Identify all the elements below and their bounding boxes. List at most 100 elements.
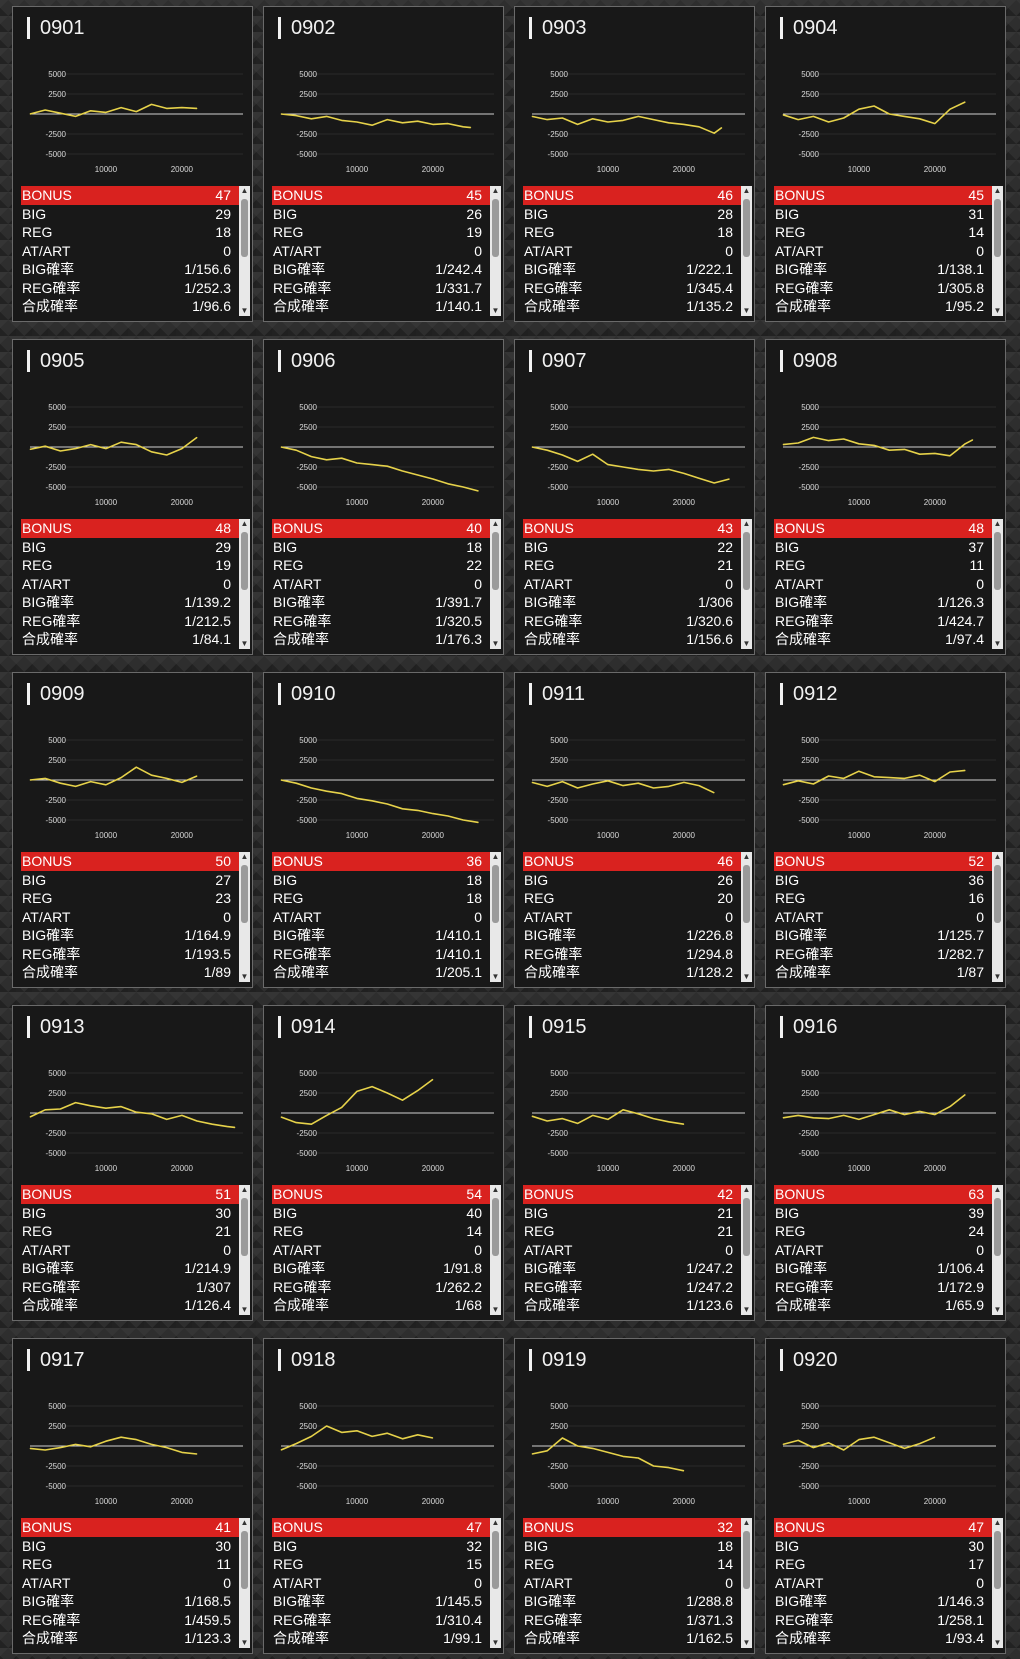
stats-scrollbar[interactable]: ▲ ▼ xyxy=(490,186,501,316)
scroll-down-icon[interactable]: ▼ xyxy=(240,1305,249,1314)
scroll-thumb[interactable] xyxy=(743,532,750,590)
stats-scrollbar[interactable]: ▲ ▼ xyxy=(741,852,752,982)
machine-card-0913[interactable]: 0913 5000 2500 -2500 -5000 10000 20000 BONUS … xyxy=(12,1005,253,1321)
machine-number[interactable]: 0910 xyxy=(278,683,336,705)
scroll-up-icon[interactable]: ▲ xyxy=(742,1518,751,1527)
machine-number[interactable]: 0908 xyxy=(780,350,838,372)
machine-card-0918[interactable]: 0918 5000 2500 -2500 -5000 10000 20000 BONUS … xyxy=(263,1338,504,1654)
scroll-thumb[interactable] xyxy=(994,1198,1001,1256)
stats-scrollbar[interactable]: ▲ ▼ xyxy=(490,852,501,982)
machine-number[interactable]: 0902 xyxy=(278,17,336,39)
scroll-up-icon[interactable]: ▲ xyxy=(993,852,1002,861)
scroll-down-icon[interactable]: ▼ xyxy=(240,972,249,981)
scroll-thumb[interactable] xyxy=(492,865,499,923)
machine-card-0911[interactable]: 0911 5000 2500 -2500 -5000 10000 20000 BONUS … xyxy=(514,672,755,988)
machine-number[interactable]: 0920 xyxy=(780,1349,838,1371)
stats-scrollbar[interactable]: ▲ ▼ xyxy=(239,852,250,982)
scroll-thumb[interactable] xyxy=(241,1531,248,1589)
scroll-thumb[interactable] xyxy=(492,1198,499,1256)
scroll-down-icon[interactable]: ▼ xyxy=(491,972,500,981)
scroll-down-icon[interactable]: ▼ xyxy=(993,639,1002,648)
scroll-up-icon[interactable]: ▲ xyxy=(993,1185,1002,1194)
machine-card-0903[interactable]: 0903 5000 2500 -2500 -5000 10000 20000 BONUS … xyxy=(514,6,755,322)
stats-scrollbar[interactable]: ▲ ▼ xyxy=(490,519,501,649)
stats-scrollbar[interactable]: ▲ ▼ xyxy=(992,1518,1003,1648)
scroll-up-icon[interactable]: ▲ xyxy=(240,186,249,195)
machine-number[interactable]: 0914 xyxy=(278,1016,336,1038)
machine-number[interactable]: 0905 xyxy=(27,350,85,372)
scroll-down-icon[interactable]: ▼ xyxy=(240,1638,249,1647)
scroll-thumb[interactable] xyxy=(241,865,248,923)
scroll-down-icon[interactable]: ▼ xyxy=(993,1305,1002,1314)
scroll-down-icon[interactable]: ▼ xyxy=(742,306,751,315)
scroll-thumb[interactable] xyxy=(743,199,750,257)
scroll-thumb[interactable] xyxy=(994,1531,1001,1589)
machine-card-0909[interactable]: 0909 5000 2500 -2500 -5000 10000 20000 BONUS … xyxy=(12,672,253,988)
scroll-up-icon[interactable]: ▲ xyxy=(993,186,1002,195)
stats-scrollbar[interactable]: ▲ ▼ xyxy=(992,519,1003,649)
stats-scrollbar[interactable]: ▲ ▼ xyxy=(490,1518,501,1648)
scroll-down-icon[interactable]: ▼ xyxy=(491,639,500,648)
scroll-down-icon[interactable]: ▼ xyxy=(491,306,500,315)
scroll-up-icon[interactable]: ▲ xyxy=(491,186,500,195)
scroll-thumb[interactable] xyxy=(492,532,499,590)
stats-scrollbar[interactable]: ▲ ▼ xyxy=(741,186,752,316)
machine-card-0915[interactable]: 0915 5000 2500 -2500 -5000 10000 20000 BONUS … xyxy=(514,1005,755,1321)
scroll-down-icon[interactable]: ▼ xyxy=(742,1305,751,1314)
scroll-thumb[interactable] xyxy=(743,1531,750,1589)
scroll-thumb[interactable] xyxy=(743,865,750,923)
scroll-up-icon[interactable]: ▲ xyxy=(240,1518,249,1527)
scroll-thumb[interactable] xyxy=(241,1198,248,1256)
stats-scrollbar[interactable]: ▲ ▼ xyxy=(992,852,1003,982)
stats-scrollbar[interactable]: ▲ ▼ xyxy=(992,186,1003,316)
scroll-down-icon[interactable]: ▼ xyxy=(240,306,249,315)
scroll-up-icon[interactable]: ▲ xyxy=(742,1185,751,1194)
scroll-up-icon[interactable]: ▲ xyxy=(491,852,500,861)
machine-card-0904[interactable]: 0904 5000 2500 -2500 -5000 10000 20000 BONUS … xyxy=(765,6,1006,322)
machine-number[interactable]: 0906 xyxy=(278,350,336,372)
scroll-down-icon[interactable]: ▼ xyxy=(491,1638,500,1647)
scroll-down-icon[interactable]: ▼ xyxy=(742,1638,751,1647)
machine-card-0905[interactable]: 0905 5000 2500 -2500 -5000 10000 20000 BONUS … xyxy=(12,339,253,655)
machine-number[interactable]: 0916 xyxy=(780,1016,838,1038)
scroll-up-icon[interactable]: ▲ xyxy=(742,519,751,528)
stats-scrollbar[interactable]: ▲ ▼ xyxy=(741,519,752,649)
scroll-up-icon[interactable]: ▲ xyxy=(491,1518,500,1527)
machine-card-0908[interactable]: 0908 5000 2500 -2500 -5000 10000 20000 BONUS … xyxy=(765,339,1006,655)
machine-card-0920[interactable]: 0920 5000 2500 -2500 -5000 10000 20000 BONUS … xyxy=(765,1338,1006,1654)
machine-number[interactable]: 0919 xyxy=(529,1349,587,1371)
machine-number[interactable]: 0903 xyxy=(529,17,587,39)
scroll-up-icon[interactable]: ▲ xyxy=(993,519,1002,528)
scroll-down-icon[interactable]: ▼ xyxy=(993,972,1002,981)
scroll-thumb[interactable] xyxy=(994,532,1001,590)
scroll-down-icon[interactable]: ▼ xyxy=(993,1638,1002,1647)
scroll-down-icon[interactable]: ▼ xyxy=(742,639,751,648)
machine-card-0906[interactable]: 0906 5000 2500 -2500 -5000 10000 20000 BONUS … xyxy=(263,339,504,655)
scroll-up-icon[interactable]: ▲ xyxy=(742,186,751,195)
scroll-up-icon[interactable]: ▲ xyxy=(491,519,500,528)
machine-card-0916[interactable]: 0916 5000 2500 -2500 -5000 10000 20000 BONUS … xyxy=(765,1005,1006,1321)
stats-scrollbar[interactable]: ▲ ▼ xyxy=(490,1185,501,1315)
machine-number[interactable]: 0909 xyxy=(27,683,85,705)
scroll-down-icon[interactable]: ▼ xyxy=(742,972,751,981)
machine-number[interactable]: 0917 xyxy=(27,1349,85,1371)
scroll-thumb[interactable] xyxy=(994,199,1001,257)
machine-number[interactable]: 0915 xyxy=(529,1016,587,1038)
machine-number[interactable]: 0911 xyxy=(529,683,585,705)
scroll-up-icon[interactable]: ▲ xyxy=(240,852,249,861)
stats-scrollbar[interactable]: ▲ ▼ xyxy=(239,1518,250,1648)
scroll-thumb[interactable] xyxy=(492,199,499,257)
scroll-up-icon[interactable]: ▲ xyxy=(993,1518,1002,1527)
machine-card-0914[interactable]: 0914 5000 2500 -2500 -5000 10000 20000 BONUS … xyxy=(263,1005,504,1321)
machine-card-0910[interactable]: 0910 5000 2500 -2500 -5000 10000 20000 BONUS … xyxy=(263,672,504,988)
stats-scrollbar[interactable]: ▲ ▼ xyxy=(239,186,250,316)
scroll-up-icon[interactable]: ▲ xyxy=(742,852,751,861)
stats-scrollbar[interactable]: ▲ ▼ xyxy=(992,1185,1003,1315)
stats-scrollbar[interactable]: ▲ ▼ xyxy=(239,1185,250,1315)
machine-number[interactable]: 0912 xyxy=(780,683,838,705)
machine-card-0912[interactable]: 0912 5000 2500 -2500 -5000 10000 20000 BONUS … xyxy=(765,672,1006,988)
machine-number[interactable]: 0907 xyxy=(529,350,587,372)
machine-number[interactable]: 0901 xyxy=(27,17,85,39)
scroll-up-icon[interactable]: ▲ xyxy=(240,1185,249,1194)
stats-scrollbar[interactable]: ▲ ▼ xyxy=(239,519,250,649)
